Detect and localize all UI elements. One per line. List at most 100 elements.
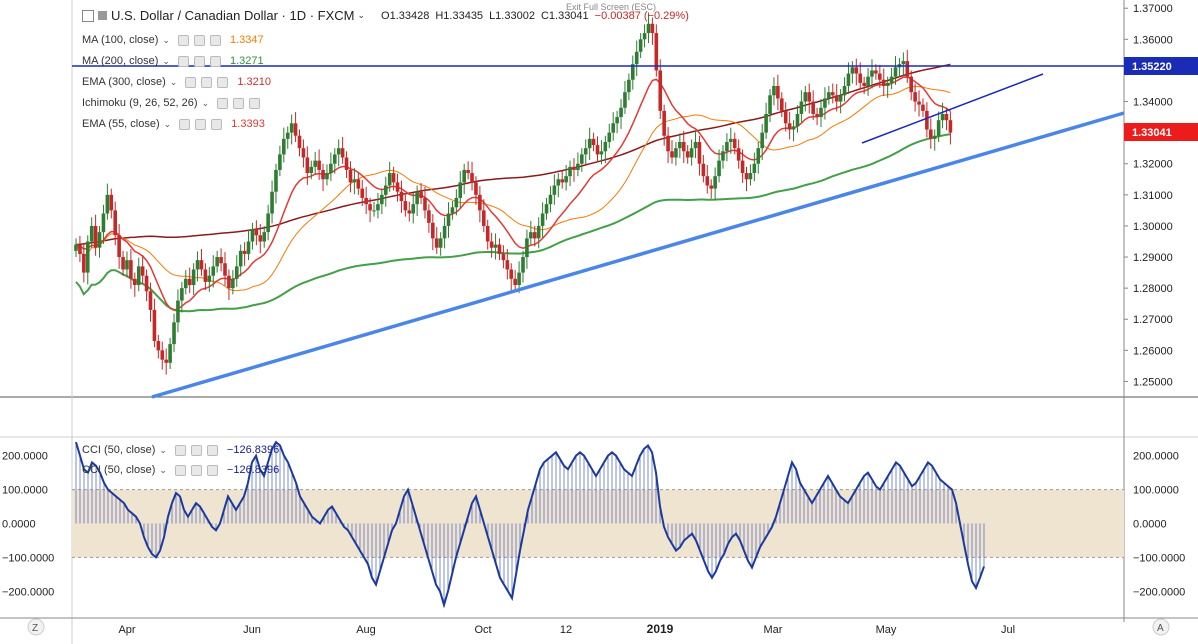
support-trendline[interactable] [151, 111, 1125, 399]
close-icon[interactable] [217, 76, 229, 88]
gear-icon[interactable] [195, 118, 207, 130]
candle-body [658, 70, 663, 111]
gear-icon[interactable] [193, 55, 205, 67]
candle [368, 197, 372, 223]
candle-body [501, 253, 506, 261]
candle [678, 133, 682, 159]
cci-legend-0[interactable]: CCI (50, close) ⌄ −126.8396 [82, 444, 279, 456]
eye-icon[interactable] [177, 34, 189, 46]
candle [485, 219, 490, 250]
candle-body [540, 213, 545, 226]
candle [893, 56, 898, 85]
cci-tick-label-left: 200.0000 [2, 451, 48, 463]
candle [160, 341, 165, 370]
indicator-legend-1[interactable]: MA (200, close) ⌄ 1.3271 [82, 55, 264, 67]
candle-body [454, 197, 459, 208]
z-button-bg[interactable] [27, 618, 45, 636]
candle [442, 217, 447, 249]
chart-header: U.S. Dollar / Canadian Dollar · 1D · FXC… [82, 8, 689, 23]
candle [936, 111, 941, 142]
cci-legend-1[interactable]: CCI (50, close) ⌄ −126.8396 [82, 464, 279, 476]
close-icon[interactable] [206, 464, 218, 476]
chevron-down-icon[interactable]: ⌄ [162, 34, 170, 45]
legend-name[interactable]: MA (100, close) [82, 34, 159, 46]
candle [97, 225, 102, 258]
candle [109, 188, 114, 219]
candle [583, 139, 588, 165]
legend-value: 1.3347 [229, 34, 264, 46]
chevron-down-icon[interactable]: ⌄ [201, 97, 210, 108]
legend-name[interactable]: CCI (50, close) [82, 444, 156, 456]
candle-body [234, 266, 239, 279]
legend-name[interactable]: CCI (50, close) [82, 464, 156, 476]
legend-name[interactable]: Ichimoku (9, 26, 52, 26) [82, 97, 198, 109]
candle-body [144, 275, 149, 292]
candle [521, 250, 525, 283]
close-icon[interactable] [206, 444, 218, 456]
close-icon[interactable] [209, 55, 221, 67]
cci-tick-label-left: −100.0000 [2, 552, 54, 564]
candle [536, 217, 541, 249]
chevron-down-icon[interactable]: ⌄ [357, 10, 366, 20]
indicator-legend-0[interactable]: MA (100, close) ⌄ 1.3347 [82, 34, 264, 46]
candle [670, 140, 674, 164]
eye-icon[interactable] [185, 76, 197, 88]
candle [638, 33, 643, 58]
close-icon[interactable] [209, 34, 221, 46]
eye-icon[interactable] [217, 97, 229, 109]
candle [152, 298, 157, 348]
candle-body [807, 92, 812, 102]
wedge-trendline[interactable] [861, 73, 1044, 144]
gear-icon[interactable] [233, 97, 245, 109]
legend-name[interactable]: MA (200, close) [82, 55, 159, 67]
candle-body [544, 204, 549, 214]
candle [168, 337, 172, 370]
gear-icon[interactable] [190, 444, 202, 456]
close-icon[interactable] [211, 118, 223, 130]
candle-body [591, 138, 596, 146]
candle-body [438, 238, 443, 248]
a-button[interactable]: A [1152, 618, 1170, 636]
a-button-bg[interactable] [1152, 618, 1170, 636]
candle-body [627, 79, 631, 93]
candle [238, 244, 243, 277]
candle [458, 171, 463, 208]
indicator-legend-4[interactable]: EMA (55, close) ⌄ 1.3393 [82, 118, 265, 130]
chevron-down-icon[interactable]: ⌄ [163, 118, 172, 129]
indicator-legend-3[interactable]: Ichimoku (9, 26, 52, 26) ⌄ [82, 97, 269, 109]
candle-body [329, 163, 333, 174]
candle [101, 204, 106, 244]
legend-name[interactable]: EMA (300, close) [82, 76, 166, 88]
z-button[interactable]: Z [27, 618, 45, 636]
gear-icon[interactable] [201, 76, 213, 88]
candle [105, 183, 110, 220]
chevron-down-icon[interactable]: ⌄ [169, 76, 178, 87]
collapse-icon[interactable] [82, 9, 94, 22]
gear-icon[interactable] [190, 464, 202, 476]
candle [172, 313, 176, 353]
candle-body [513, 278, 517, 286]
legend-name[interactable]: EMA (55, close) [82, 118, 160, 130]
exit-fullscreen-hint[interactable]: Exit Full Screen (ESC) [566, 2, 657, 12]
eye-icon[interactable] [174, 464, 186, 476]
candle-body [885, 82, 890, 86]
eye-icon[interactable] [179, 118, 191, 130]
candle-body [893, 67, 898, 77]
chart-title[interactable]: U.S. Dollar / Canadian Dollar · 1D · FXC… [111, 8, 355, 23]
eye-icon[interactable] [174, 444, 186, 456]
chevron-down-icon[interactable]: ⌄ [159, 464, 167, 475]
candle [74, 238, 78, 258]
candle [760, 123, 764, 160]
eye-icon[interactable] [177, 55, 189, 67]
candle [427, 204, 431, 233]
gear-icon[interactable] [193, 34, 205, 46]
candle [227, 269, 231, 300]
chevron-down-icon[interactable]: ⌄ [159, 444, 167, 455]
chevron-down-icon[interactable]: ⌄ [162, 55, 170, 66]
close-icon[interactable] [249, 97, 261, 109]
indicator-legend-2[interactable]: EMA (300, close) ⌄ 1.3210 [82, 76, 271, 88]
candle [344, 151, 349, 179]
candle [305, 146, 310, 185]
candle-body [431, 222, 435, 239]
